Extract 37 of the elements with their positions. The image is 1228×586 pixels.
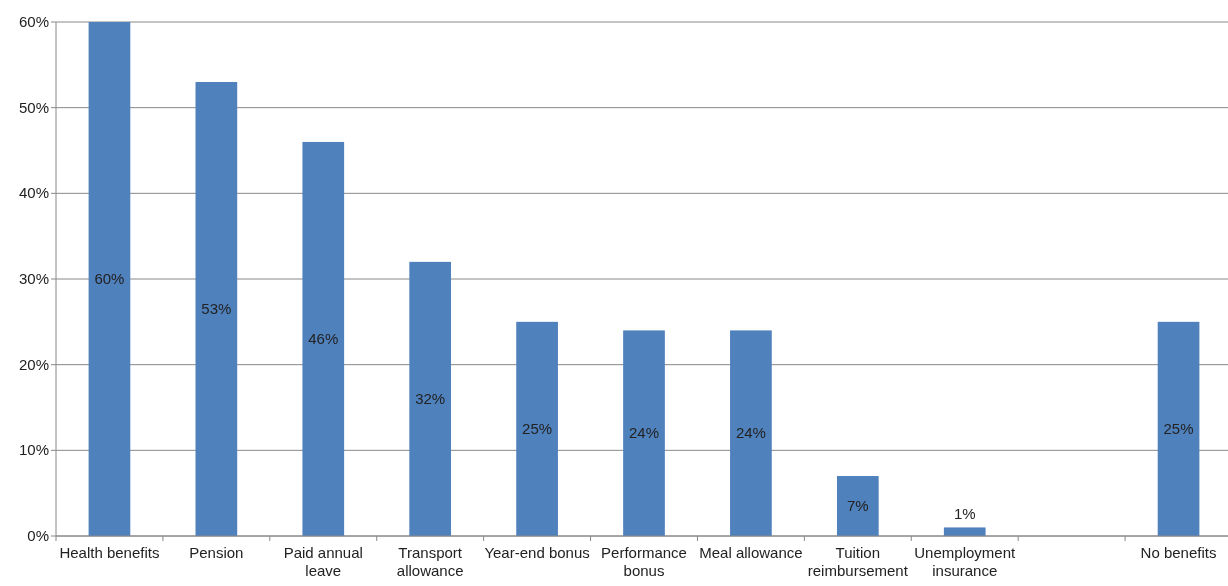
bar	[1157, 321, 1200, 536]
x-tick-label: Performance bonus	[601, 544, 687, 579]
data-label: 7%	[846, 497, 869, 515]
bar	[195, 81, 238, 536]
bar	[88, 22, 131, 536]
x-tick-label: Tuition reimbursement	[807, 544, 909, 579]
x-tick-label: Paid annual leave	[283, 544, 363, 579]
x-tick-label: Meal allowance	[699, 544, 803, 561]
data-label: 46%	[308, 329, 339, 347]
data-label: 25%	[1163, 419, 1194, 437]
bar	[516, 321, 558, 536]
data-label: 32%	[415, 389, 446, 407]
bar	[623, 330, 665, 536]
y-tick-label: 10%	[18, 441, 49, 459]
bar	[836, 476, 879, 536]
bar	[730, 330, 772, 536]
y-tick-label: 30%	[18, 270, 49, 287]
x-tick-label: No benefits	[1140, 544, 1217, 561]
x-tick-label: Unemployment insurance	[914, 544, 1016, 579]
y-tick-label: 60%	[18, 13, 49, 30]
y-tick-label: 40%	[18, 184, 49, 202]
data-label: 60%	[94, 270, 125, 287]
x-tick-label: Pension	[189, 544, 244, 561]
x-tick-label: Health benefits	[59, 544, 160, 561]
y-tick-label: 0%	[27, 527, 49, 544]
data-label: 25%	[522, 419, 553, 437]
data-label: 24%	[735, 424, 766, 442]
data-label: 24%	[628, 424, 660, 442]
bar	[409, 261, 452, 536]
bar	[943, 527, 986, 536]
x-tick-label: Year-end bonus	[484, 544, 590, 561]
data-label: 53%	[201, 299, 232, 317]
x-tick-label: Transport allowance	[396, 544, 464, 579]
data-label: 1%	[953, 505, 976, 523]
y-tick-label: 20%	[18, 355, 49, 373]
y-tick-label: 50%	[18, 98, 49, 116]
bar	[302, 141, 345, 536]
